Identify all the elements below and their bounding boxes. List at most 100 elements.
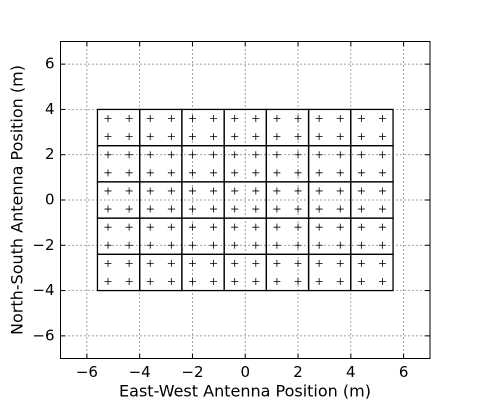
antenna-marker (104, 187, 112, 195)
antenna-marker (315, 151, 323, 159)
antenna-marker (210, 133, 218, 141)
antenna-marker (188, 114, 196, 122)
y-tick-label: 4 (45, 100, 55, 118)
tile (223, 253, 268, 292)
antenna-marker (210, 241, 218, 249)
tile (139, 253, 183, 292)
x-tick-label: 2 (293, 363, 303, 381)
antenna-marker (167, 278, 175, 286)
antenna-marker (146, 114, 154, 122)
antenna-marker (336, 205, 344, 213)
tile (265, 217, 310, 255)
antenna-marker (167, 169, 175, 177)
antenna-marker (146, 278, 154, 286)
antenna-marker (188, 241, 196, 249)
antenna-marker (167, 133, 175, 141)
antenna-marker (336, 187, 344, 195)
tile (265, 253, 310, 292)
antenna-marker (167, 241, 175, 249)
antenna-marker (231, 114, 239, 122)
antenna-marker (210, 169, 218, 177)
tile (181, 217, 225, 255)
antenna-marker (146, 151, 154, 159)
antenna-marker (273, 133, 281, 141)
antenna-marker (294, 259, 302, 267)
antenna-marker (273, 241, 281, 249)
antenna-marker (188, 223, 196, 231)
antenna-marker (104, 241, 112, 249)
antenna-marker (231, 151, 239, 159)
antenna-marker (210, 259, 218, 267)
antenna-marker (378, 114, 386, 122)
tile (350, 217, 394, 255)
y-tick-label: 6 (45, 55, 55, 73)
antenna-marker (210, 151, 218, 159)
antenna-marker (188, 187, 196, 195)
antenna-marker (357, 278, 365, 286)
tile (96, 217, 141, 255)
antenna-marker (357, 151, 365, 159)
antenna-marker (231, 223, 239, 231)
antenna-marker (294, 114, 302, 122)
antenna-marker (210, 114, 218, 122)
antenna-marker (104, 223, 112, 231)
x-tick-label: 0 (240, 363, 250, 381)
antenna-marker (167, 151, 175, 159)
tile (139, 145, 183, 183)
antenna-marker (315, 278, 323, 286)
antenna-marker (146, 205, 154, 213)
x-tick-label: −6 (76, 363, 98, 381)
antenna-marker (104, 205, 112, 213)
antenna-marker (252, 278, 260, 286)
x-tick-label: 4 (346, 363, 356, 381)
antenna-marker (252, 187, 260, 195)
antenna-marker (378, 187, 386, 195)
antenna-marker (188, 151, 196, 159)
antenna-marker (378, 151, 386, 159)
antenna-marker (273, 169, 281, 177)
antenna-marker (357, 205, 365, 213)
antenna-marker (336, 278, 344, 286)
antenna-marker (294, 205, 302, 213)
antenna-marker (188, 205, 196, 213)
antenna-marker (252, 241, 260, 249)
antenna-marker (125, 114, 133, 122)
antenna-marker (252, 114, 260, 122)
antenna-marker (336, 114, 344, 122)
tile (350, 108, 394, 147)
tile (265, 145, 310, 183)
antenna-marker (336, 169, 344, 177)
antenna-marker (378, 169, 386, 177)
y-tick-label: −6 (32, 326, 54, 344)
antenna-marker (378, 223, 386, 231)
antenna-marker (294, 169, 302, 177)
tile (181, 253, 225, 292)
antenna-marker (273, 278, 281, 286)
antenna-marker (357, 133, 365, 141)
antenna-marker (378, 259, 386, 267)
antenna-marker (188, 259, 196, 267)
antenna-marker (273, 151, 281, 159)
antenna-marker (231, 187, 239, 195)
antenna-marker (273, 259, 281, 267)
y-tick-label: 2 (45, 145, 55, 163)
antenna-marker (357, 187, 365, 195)
antenna-marker (167, 187, 175, 195)
tile (96, 145, 141, 183)
antenna-marker (357, 114, 365, 122)
antenna-marker (146, 223, 154, 231)
antenna-marker (315, 187, 323, 195)
x-axis-label: East-West Antenna Position (m) (119, 382, 371, 401)
antenna-marker (125, 278, 133, 286)
antenna-marker (378, 278, 386, 286)
antenna-marker (104, 151, 112, 159)
antenna-marker (378, 205, 386, 213)
y-tick-label: −4 (32, 281, 54, 299)
antenna-marker (231, 205, 239, 213)
tile (307, 253, 352, 292)
antenna-marker (167, 205, 175, 213)
antenna-marker (336, 133, 344, 141)
antenna-marker (294, 187, 302, 195)
tile (223, 108, 268, 147)
antenna-marker (336, 223, 344, 231)
